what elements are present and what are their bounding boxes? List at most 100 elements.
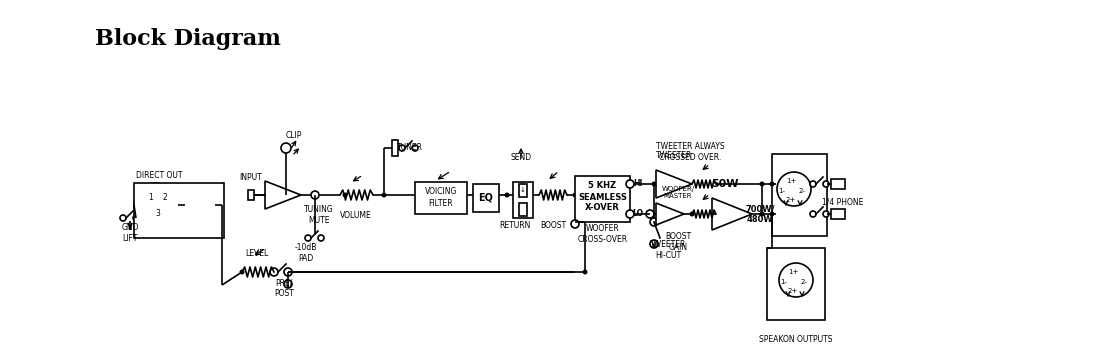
Circle shape	[626, 210, 634, 218]
Circle shape	[120, 215, 126, 221]
Text: 2-: 2-	[799, 188, 806, 194]
Circle shape	[239, 269, 245, 274]
Circle shape	[149, 194, 153, 199]
Text: BOOST
GAIN: BOOST GAIN	[665, 232, 691, 252]
Circle shape	[133, 215, 139, 221]
Circle shape	[281, 143, 291, 153]
Circle shape	[155, 210, 161, 215]
Text: PRE/
POST: PRE/ POST	[274, 278, 294, 298]
Text: 50W: 50W	[712, 179, 739, 189]
Polygon shape	[185, 193, 215, 217]
Circle shape	[769, 211, 775, 216]
Text: SPEAKON OUTPUTS: SPEAKON OUTPUTS	[760, 336, 833, 345]
Text: RETURN: RETURN	[500, 222, 531, 231]
Text: Block Diagram: Block Diagram	[95, 28, 281, 50]
Circle shape	[312, 191, 319, 199]
Circle shape	[342, 193, 348, 198]
Text: GND
LIFT: GND LIFT	[121, 223, 139, 243]
Text: -10dB
PAD: -10dB PAD	[295, 243, 317, 263]
Bar	[248, 190, 254, 200]
Text: 2+: 2+	[788, 288, 798, 294]
Text: TWEETER ALWAYS
CROSSED OVER.: TWEETER ALWAYS CROSSED OVER.	[656, 142, 725, 162]
Text: LO: LO	[633, 210, 644, 219]
Bar	[519, 203, 527, 216]
Text: VOICING: VOICING	[425, 188, 457, 197]
Text: ↓: ↓	[520, 187, 526, 193]
Text: 5 KHZ: 5 KHZ	[588, 181, 616, 190]
Circle shape	[163, 194, 167, 199]
Circle shape	[810, 211, 816, 217]
Circle shape	[760, 181, 764, 186]
Circle shape	[810, 181, 816, 187]
Text: INPUT: INPUT	[239, 173, 262, 181]
Bar	[575, 176, 630, 222]
Circle shape	[381, 193, 387, 198]
Text: TWEETER: TWEETER	[656, 152, 692, 160]
Bar	[519, 184, 527, 197]
Circle shape	[284, 268, 292, 276]
Text: 3: 3	[155, 209, 161, 218]
Text: SEND: SEND	[510, 152, 531, 161]
Text: X-OVER: X-OVER	[585, 203, 620, 212]
Text: 700W/
480W: 700W/ 480W	[745, 204, 775, 224]
Circle shape	[412, 145, 418, 151]
Text: 1+: 1+	[788, 269, 798, 275]
Circle shape	[573, 193, 577, 198]
Bar	[415, 182, 467, 214]
Text: EQ: EQ	[479, 193, 493, 203]
Circle shape	[284, 280, 292, 288]
Circle shape	[305, 235, 312, 241]
Circle shape	[646, 210, 654, 218]
Text: 1-: 1-	[778, 188, 786, 194]
Text: CLIP: CLIP	[285, 131, 302, 140]
Text: DIRECT OUT: DIRECT OUT	[136, 171, 183, 180]
Circle shape	[505, 193, 509, 198]
Circle shape	[690, 211, 694, 216]
Text: 1/4 PHONE: 1/4 PHONE	[822, 198, 863, 206]
Text: TWEETER
HI-CUT: TWEETER HI-CUT	[650, 240, 686, 260]
Text: TUNER: TUNER	[397, 143, 423, 152]
Text: 2: 2	[163, 193, 167, 202]
Circle shape	[769, 181, 775, 186]
Circle shape	[626, 180, 634, 188]
Text: LEVEL: LEVEL	[245, 249, 269, 258]
Text: 1-: 1-	[780, 279, 787, 285]
Bar	[392, 140, 398, 156]
Text: 2+: 2+	[786, 197, 796, 203]
Circle shape	[134, 183, 178, 227]
Circle shape	[823, 181, 828, 187]
Circle shape	[650, 240, 658, 248]
Bar	[831, 179, 845, 189]
Circle shape	[583, 269, 588, 274]
Bar	[134, 183, 224, 238]
Text: 1+: 1+	[786, 178, 796, 184]
Circle shape	[318, 235, 324, 241]
Bar	[772, 154, 827, 236]
Text: 1: 1	[149, 193, 153, 202]
Text: SEAMLESS: SEAMLESS	[578, 193, 627, 202]
Circle shape	[823, 211, 828, 217]
Text: FILTER: FILTER	[428, 199, 454, 209]
Bar	[767, 248, 825, 320]
Text: 2-: 2-	[800, 279, 808, 285]
Bar	[473, 184, 500, 212]
Circle shape	[779, 263, 813, 297]
Circle shape	[650, 218, 658, 226]
Text: WOOFER
CROSS-OVER: WOOFER CROSS-OVER	[577, 224, 627, 244]
Circle shape	[571, 220, 579, 228]
Circle shape	[651, 181, 657, 186]
Text: VOLUME: VOLUME	[340, 210, 372, 219]
Bar	[831, 209, 845, 219]
Circle shape	[399, 145, 406, 151]
Text: BOOST: BOOST	[540, 220, 566, 230]
Polygon shape	[656, 203, 684, 225]
Text: HI: HI	[633, 180, 643, 189]
Polygon shape	[265, 181, 301, 209]
Polygon shape	[656, 170, 692, 198]
Circle shape	[270, 268, 278, 276]
Polygon shape	[712, 198, 752, 230]
Circle shape	[777, 172, 811, 206]
Text: WOOFER/
MASTER: WOOFER/ MASTER	[661, 185, 694, 198]
Text: TUNING
MUTE: TUNING MUTE	[304, 205, 333, 225]
Circle shape	[760, 211, 764, 216]
